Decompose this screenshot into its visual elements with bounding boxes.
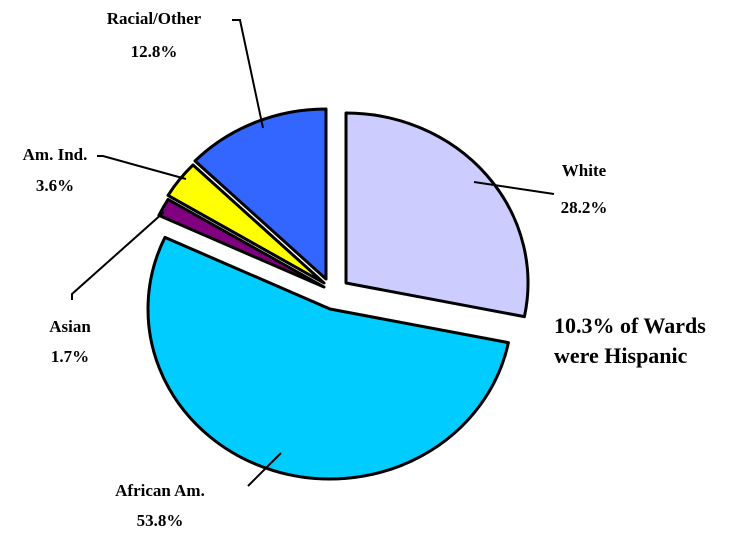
- slice-value-label: 12.8%: [131, 42, 178, 61]
- leader-line: [232, 19, 264, 129]
- slice-value-label: 1.7%: [51, 347, 89, 366]
- slice-value-label: 53.8%: [137, 511, 184, 530]
- slice-racial-other: [193, 107, 328, 281]
- slice-white: [344, 111, 530, 319]
- leader-line: [71, 211, 165, 300]
- slice-labels: White 28.2% African Am. 53.8% Asian 1.7% Am. I…: [23, 9, 608, 530]
- slice-label: Asian: [49, 317, 91, 336]
- leader-lines: [71, 19, 555, 487]
- slice-label: White: [562, 161, 607, 180]
- slice-label: Am. Ind.: [23, 145, 88, 164]
- hispanic-note-line-1: 10.3% of Wards: [554, 313, 706, 338]
- leader-line: [97, 155, 187, 180]
- slice-label: Racial/Other: [107, 9, 202, 28]
- hispanic-note-line-2: were Hispanic: [554, 343, 688, 368]
- slice-label: African Am.: [115, 481, 205, 500]
- pie-slices: [146, 107, 530, 481]
- slice-value-label: 28.2%: [561, 198, 608, 217]
- slice-value-label: 3.6%: [36, 176, 74, 195]
- leader-line: [247, 452, 282, 487]
- slice-am-ind: [166, 163, 326, 285]
- leader-line: [473, 181, 555, 195]
- slice-african-am: [146, 235, 510, 481]
